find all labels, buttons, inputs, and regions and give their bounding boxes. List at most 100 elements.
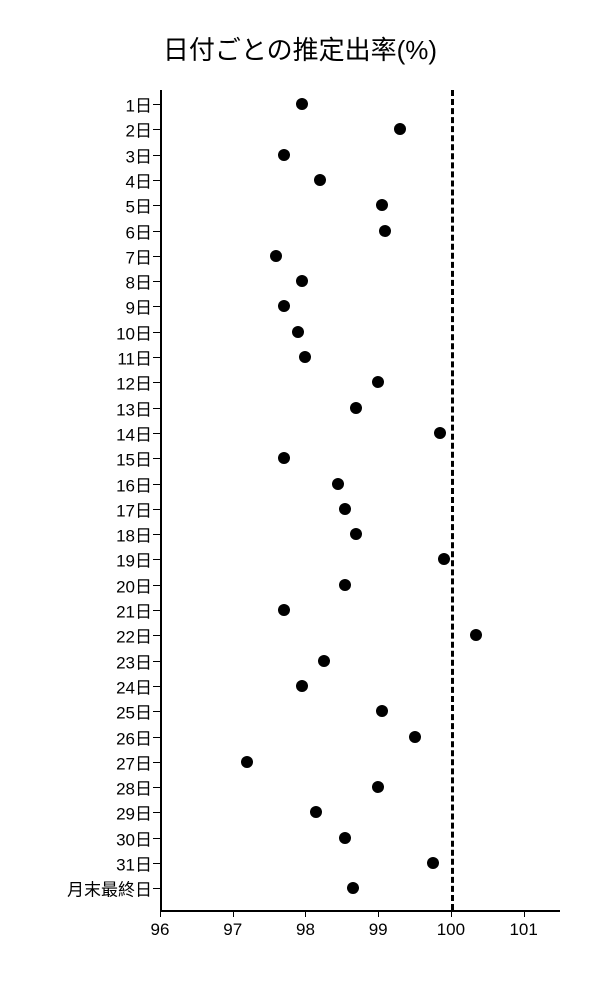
y-axis-label: 30日 xyxy=(116,825,152,850)
y-axis-label: 13日 xyxy=(116,395,152,420)
y-tick xyxy=(153,737,160,738)
y-axis-label: 11日 xyxy=(117,345,152,370)
y-tick xyxy=(153,408,160,409)
y-axis-label: 25日 xyxy=(116,699,152,724)
data-point xyxy=(270,250,282,262)
data-point xyxy=(314,174,326,186)
data-point xyxy=(339,503,351,515)
y-axis-label: 8日 xyxy=(126,269,152,294)
data-point xyxy=(299,351,311,363)
data-point xyxy=(310,806,322,818)
y-axis-label: 6日 xyxy=(126,218,152,243)
y-tick xyxy=(153,863,160,864)
x-tick xyxy=(378,910,379,917)
y-tick xyxy=(153,382,160,383)
y-axis-label: 26日 xyxy=(116,724,152,749)
data-point xyxy=(427,857,439,869)
data-point xyxy=(394,123,406,135)
data-point xyxy=(332,478,344,490)
x-tick xyxy=(524,910,525,917)
y-tick xyxy=(153,484,160,485)
data-point xyxy=(296,680,308,692)
y-axis-label: 5日 xyxy=(126,193,152,218)
y-tick xyxy=(153,635,160,636)
y-tick xyxy=(153,888,160,889)
y-tick xyxy=(153,711,160,712)
y-axis-label: 月末最終日 xyxy=(67,876,152,901)
y-tick xyxy=(153,433,160,434)
data-point xyxy=(347,882,359,894)
y-tick xyxy=(153,281,160,282)
y-tick xyxy=(153,104,160,105)
y-axis-label: 28日 xyxy=(116,775,152,800)
x-tick xyxy=(305,910,306,917)
y-tick xyxy=(153,180,160,181)
y-tick xyxy=(153,129,160,130)
data-point xyxy=(434,427,446,439)
x-tick xyxy=(160,910,161,917)
reference-line xyxy=(451,90,454,910)
y-tick xyxy=(153,231,160,232)
data-point xyxy=(278,452,290,464)
y-tick xyxy=(153,838,160,839)
y-tick xyxy=(153,256,160,257)
y-axis-label: 12日 xyxy=(116,370,152,395)
plot-area xyxy=(160,90,560,910)
y-tick xyxy=(153,661,160,662)
data-point xyxy=(278,604,290,616)
y-axis-label: 22日 xyxy=(116,623,152,648)
y-axis-label: 17日 xyxy=(116,496,152,521)
y-axis-label: 23日 xyxy=(116,648,152,673)
y-axis-label: 21日 xyxy=(116,598,152,623)
data-point xyxy=(296,275,308,287)
data-point xyxy=(292,326,304,338)
y-axis-label: 9日 xyxy=(126,294,152,319)
y-axis-label: 1日 xyxy=(126,92,152,117)
x-axis-label: 98 xyxy=(296,920,315,940)
x-axis-label: 101 xyxy=(509,920,537,940)
y-axis-label: 24日 xyxy=(116,673,152,698)
y-axis-label: 18日 xyxy=(116,522,152,547)
y-tick xyxy=(153,357,160,358)
y-tick xyxy=(153,205,160,206)
y-tick xyxy=(153,585,160,586)
data-point xyxy=(470,629,482,641)
y-axis-line xyxy=(160,90,162,910)
data-point xyxy=(350,402,362,414)
y-axis-label: 2日 xyxy=(126,117,152,142)
data-point xyxy=(318,655,330,667)
data-point xyxy=(372,376,384,388)
y-tick xyxy=(153,509,160,510)
y-tick xyxy=(153,610,160,611)
y-tick xyxy=(153,458,160,459)
y-tick xyxy=(153,306,160,307)
x-axis-label: 96 xyxy=(151,920,170,940)
data-point xyxy=(438,553,450,565)
x-axis-label: 99 xyxy=(369,920,388,940)
data-point xyxy=(241,756,253,768)
y-tick xyxy=(153,686,160,687)
data-point xyxy=(409,731,421,743)
y-axis-label: 4日 xyxy=(126,167,152,192)
chart-container: 日付ごとの推定出率(%) 1日2日3日4日5日6日7日8日9日10日11日12日… xyxy=(0,0,600,1000)
x-axis-label: 97 xyxy=(223,920,242,940)
y-tick xyxy=(153,762,160,763)
data-point xyxy=(278,149,290,161)
y-axis-label: 27日 xyxy=(116,749,152,774)
data-point xyxy=(278,300,290,312)
chart-title: 日付ごとの推定出率(%) xyxy=(0,30,600,67)
y-axis-label: 19日 xyxy=(116,547,152,572)
data-point xyxy=(339,579,351,591)
y-tick xyxy=(153,559,160,560)
y-axis-label: 15日 xyxy=(116,446,152,471)
y-axis-label: 31日 xyxy=(116,851,152,876)
y-axis-label: 14日 xyxy=(116,420,152,445)
y-tick xyxy=(153,534,160,535)
data-point xyxy=(376,199,388,211)
y-axis-label: 3日 xyxy=(126,142,152,167)
y-axis-label: 29日 xyxy=(116,800,152,825)
y-axis-label: 7日 xyxy=(126,243,152,268)
data-point xyxy=(379,225,391,237)
data-point xyxy=(350,528,362,540)
x-tick xyxy=(451,910,452,917)
